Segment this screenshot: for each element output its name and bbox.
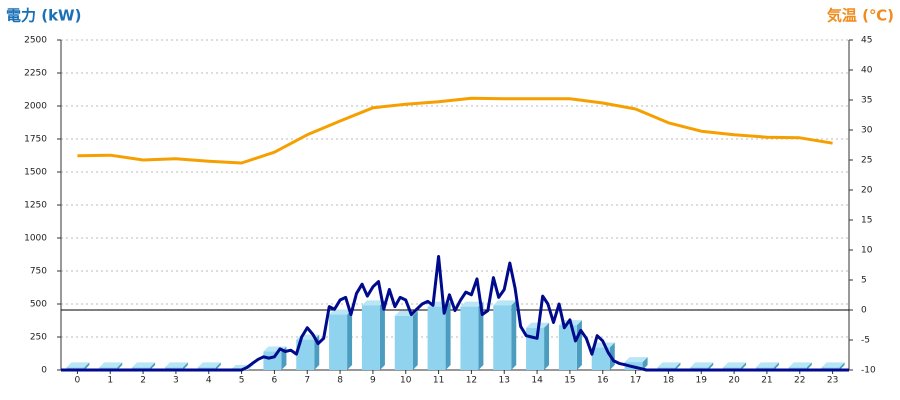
bar-side — [773, 362, 779, 370]
y2-axis-title: 気温 (℃) — [827, 7, 894, 25]
bar-side — [478, 301, 484, 370]
bar — [296, 339, 315, 370]
y-tick-label: 2250 — [24, 69, 47, 79]
bar-top — [624, 357, 648, 363]
bar — [263, 351, 282, 370]
x-tick-label: 22 — [794, 376, 805, 386]
x-tick-label: 3 — [173, 376, 179, 386]
bar — [460, 306, 479, 370]
x-tick-label: 4 — [206, 376, 212, 386]
y2-tick-label: 0 — [861, 306, 867, 316]
x-tick-label: 2 — [140, 376, 146, 386]
y-tick-label: 250 — [30, 333, 47, 343]
x-tick-label: 10 — [400, 376, 412, 386]
x-tick-label: 5 — [239, 376, 245, 386]
y-tick-label: 1000 — [24, 234, 47, 244]
bar-top — [460, 301, 484, 307]
x-tick-label: 0 — [75, 376, 81, 386]
y2-tick-label: -10 — [861, 366, 876, 376]
bar-top — [329, 309, 353, 315]
y-axis-title: 電力 (kW) — [6, 7, 81, 25]
bar-top — [197, 362, 221, 368]
y-tick-label: 2500 — [24, 36, 47, 46]
bar-side — [511, 300, 517, 370]
y-tick-label: 500 — [30, 300, 47, 310]
x-tick-label: 15 — [564, 376, 575, 386]
bar-top — [657, 362, 681, 368]
bar-top — [755, 362, 779, 368]
y2-tick-label: -5 — [861, 336, 870, 346]
y-tick-label: 2000 — [24, 102, 47, 112]
y2-tick-label: 15 — [861, 216, 872, 226]
y2-tick-label: 35 — [861, 96, 872, 106]
y2-tick-label: 5 — [861, 276, 867, 286]
x-tick-label: 23 — [827, 376, 838, 386]
bar — [591, 347, 610, 370]
bar-side — [576, 320, 582, 370]
bar — [558, 325, 577, 370]
bar-side — [182, 362, 188, 370]
bar-side — [839, 362, 845, 370]
bar — [526, 327, 545, 370]
bar-top — [164, 362, 188, 368]
bar-side — [741, 362, 747, 370]
bar — [329, 314, 348, 370]
y-tick-label: 1750 — [24, 135, 47, 145]
y-tick-label: 1250 — [24, 201, 47, 211]
bar-side — [675, 362, 681, 370]
x-tick-label: 6 — [272, 376, 278, 386]
bar-top — [132, 362, 156, 368]
line — [61, 254, 849, 372]
y-tick-label: 1500 — [24, 168, 47, 178]
x-tick-label: 21 — [761, 376, 772, 386]
x-tick-label: 8 — [337, 376, 343, 386]
y-tick-label: 0 — [41, 366, 47, 376]
y2-tick-label: 40 — [861, 66, 873, 76]
y2-tick-label: 45 — [861, 36, 872, 46]
x-tick-label: 14 — [531, 376, 543, 386]
bar-top — [788, 362, 812, 368]
bar — [493, 305, 512, 370]
bar-side — [445, 301, 451, 370]
bar-side — [642, 357, 648, 370]
bar-side — [84, 362, 90, 370]
y2-tick-label: 10 — [861, 246, 873, 256]
line — [77, 96, 833, 165]
bar-top — [821, 362, 845, 368]
bar-top — [723, 362, 747, 368]
bar-side — [215, 362, 221, 370]
x-tick-label: 17 — [630, 376, 641, 386]
y2-tick-label: 25 — [861, 156, 872, 166]
bar-side — [806, 362, 812, 370]
bar — [394, 315, 413, 370]
x-tick-label: 9 — [370, 376, 376, 386]
bar-side — [544, 322, 550, 370]
bar-top — [99, 362, 123, 368]
x-tick-label: 19 — [696, 376, 708, 386]
bar — [361, 305, 380, 370]
x-tick-label: 1 — [107, 376, 113, 386]
bar-top — [690, 362, 714, 368]
x-tick-label: 7 — [304, 376, 310, 386]
x-tick-label: 16 — [597, 376, 609, 386]
bar-side — [117, 362, 123, 370]
x-tick-label: 18 — [663, 376, 675, 386]
bar-side — [708, 362, 714, 370]
bar-side — [150, 362, 156, 370]
y2-tick-label: 30 — [861, 126, 873, 136]
y-tick-label: 750 — [30, 267, 47, 277]
y2-tick-label: 20 — [861, 186, 873, 196]
bar-side — [347, 309, 353, 370]
bar-side — [379, 300, 385, 370]
bar-top — [493, 300, 517, 306]
bar-top — [66, 362, 90, 368]
bar — [427, 306, 446, 370]
x-tick-label: 12 — [466, 376, 477, 386]
x-tick-label: 20 — [728, 376, 740, 386]
x-tick-label: 13 — [499, 376, 510, 386]
x-tick-label: 11 — [433, 376, 444, 386]
bar-side — [412, 310, 418, 370]
bar-top — [361, 300, 385, 306]
